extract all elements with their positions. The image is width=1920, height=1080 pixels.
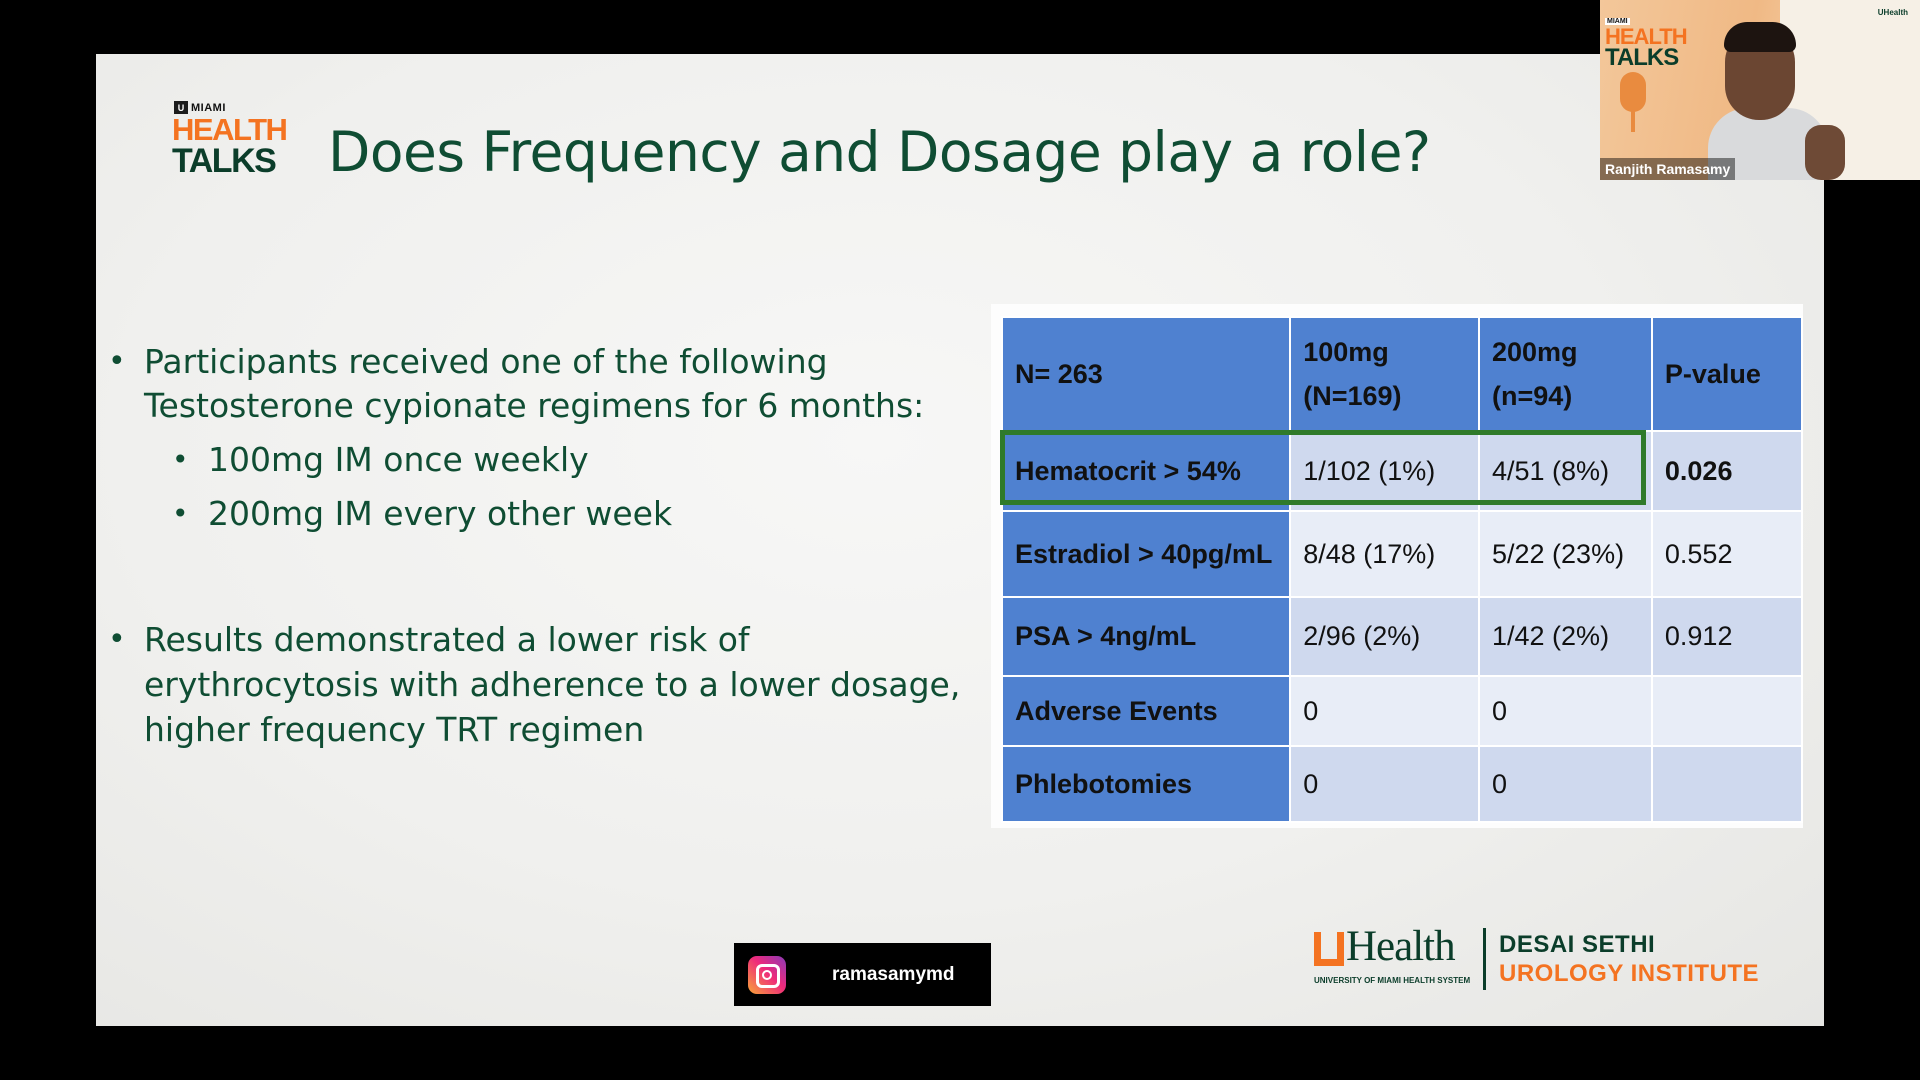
- bullet-dot-icon: •: [172, 497, 189, 530]
- bullet-text: 200mg IM every other week: [208, 494, 673, 533]
- bullet-text: Participants received one of the followi…: [144, 342, 828, 381]
- speaker-name-label: Ranjith Ramasamy: [1600, 158, 1736, 180]
- bullet-dot-icon: •: [172, 443, 189, 476]
- webcam-logo-health: HEALTH: [1605, 24, 1688, 49]
- cell-pvalue: 0.912: [1650, 596, 1804, 677]
- cell-100mg: 0: [1289, 745, 1480, 823]
- header-200mg-dose: 200mg: [1492, 337, 1578, 367]
- table-row: Adverse Events 0 0: [1000, 675, 1804, 747]
- header-200mg-n: (n=94): [1492, 381, 1573, 411]
- table-header-row: N= 263 100mg (N=169) 200mg (n=94) P-valu…: [1000, 316, 1804, 432]
- bullet-text: Testosterone cypionate regimens for 6 mo…: [144, 386, 925, 425]
- webcam-brand-label: UHealth: [1877, 8, 1908, 17]
- cell-pvalue: [1650, 745, 1804, 823]
- header-pvalue: P-value: [1650, 316, 1804, 432]
- logo-talks: TALKS: [172, 142, 277, 180]
- u-logo-icon: [1314, 932, 1344, 966]
- cell-200mg: 0: [1478, 745, 1653, 823]
- table-row: PSA > 4ng/mL 2/96 (2%) 1/42 (2%) 0.912: [1000, 596, 1804, 677]
- cell-200mg: 5/22 (23%): [1478, 510, 1653, 598]
- row-label: Phlebotomies: [1000, 745, 1292, 823]
- logo-health: HEALTH: [172, 112, 288, 147]
- uhealth-branding: Health UNIVERSITY OF MIAMI HEALTH SYSTEM…: [1314, 923, 1784, 998]
- branding-divider: [1483, 928, 1486, 990]
- header-200mg: 200mg (n=94): [1478, 316, 1653, 432]
- microphone-stand: [1631, 110, 1635, 132]
- results-table: N= 263 100mg (N=169) 200mg (n=94) P-valu…: [1000, 316, 1804, 823]
- cell-200mg: 0: [1478, 675, 1653, 747]
- bullet-text: erythrocytosis with adherence to a lower…: [144, 665, 961, 704]
- webcam-logo-talks: TALKS: [1605, 44, 1679, 71]
- results-table-panel: N= 263 100mg (N=169) 200mg (n=94) P-valu…: [991, 304, 1804, 828]
- microphone-icon: [1620, 72, 1646, 112]
- u-mark-icon: U: [174, 101, 188, 114]
- header-100mg-n: (N=169): [1303, 381, 1402, 411]
- bullet-dot-icon: •: [108, 622, 126, 657]
- speaker-hand: [1805, 125, 1845, 180]
- webcam-health-talks-logo: MIAMI HEALTH TALKS: [1605, 8, 1688, 71]
- header-100mg: 100mg (N=169): [1289, 316, 1480, 432]
- slide-title: Does Frequency and Dosage play a role?: [328, 120, 1431, 184]
- cell-100mg: 2/96 (2%): [1289, 596, 1480, 677]
- miami-badge: U MIAMI: [174, 100, 226, 115]
- instagram-handle: ramasamymd: [832, 963, 955, 985]
- hematocrit-highlight-box: [1000, 430, 1646, 505]
- uhealth-subtitle: UNIVERSITY OF MIAMI HEALTH SYSTEM: [1314, 976, 1471, 985]
- speaker-video-thumbnail[interactable]: MIAMI HEALTH TALKS UHealth Ranjith Ramas…: [1600, 0, 1920, 180]
- header-100mg-dose: 100mg: [1303, 337, 1389, 367]
- institute-name-line1: DESAI SETHI: [1499, 931, 1656, 958]
- table-row: Hematocrit > 54% 1/102 (1%) 4/51 (8%) 0.…: [1000, 430, 1804, 512]
- instagram-icon: [748, 955, 786, 994]
- health-talks-logo: U MIAMI HEALTH TALKS: [172, 100, 296, 180]
- institute-name-line2: UROLOGY INSTITUTE: [1499, 960, 1760, 987]
- cell-pvalue: [1650, 675, 1804, 747]
- instagram-handle-box: ramasamymd: [734, 943, 991, 1006]
- cell-pvalue: 0.552: [1650, 510, 1804, 598]
- bullet-text: 100mg IM once weekly: [208, 440, 589, 479]
- bullet-text: Results demonstrated a lower risk of: [144, 620, 750, 659]
- cell-100mg: 8/48 (17%): [1289, 510, 1480, 598]
- speaker-hair: [1724, 22, 1796, 52]
- row-label: Adverse Events: [1000, 675, 1292, 747]
- bullet-text: higher frequency TRT regimen: [144, 710, 645, 749]
- table-row: Phlebotomies 0 0: [1000, 745, 1804, 823]
- header-n: N= 263: [1000, 316, 1292, 432]
- row-label: Estradiol > 40pg/mL: [1000, 510, 1292, 598]
- uhealth-wordmark: Health: [1346, 923, 1456, 970]
- presentation-slide: U MIAMI HEALTH TALKS Does Frequency and …: [96, 54, 1824, 1026]
- cell-200mg: 4/51 (8%): [1478, 430, 1653, 512]
- cell-200mg: 1/42 (2%): [1478, 596, 1653, 677]
- cell-100mg: 0: [1289, 675, 1480, 747]
- cell-pvalue: 0.026: [1650, 430, 1804, 512]
- table-row: Estradiol > 40pg/mL 8/48 (17%) 5/22 (23%…: [1000, 510, 1804, 598]
- miami-word: MIAMI: [191, 101, 226, 114]
- row-label: PSA > 4ng/mL: [1000, 596, 1292, 677]
- row-label: Hematocrit > 54%: [1000, 430, 1292, 512]
- bullet-dot-icon: •: [108, 344, 126, 379]
- webcam-miami-badge: MIAMI: [1605, 18, 1630, 25]
